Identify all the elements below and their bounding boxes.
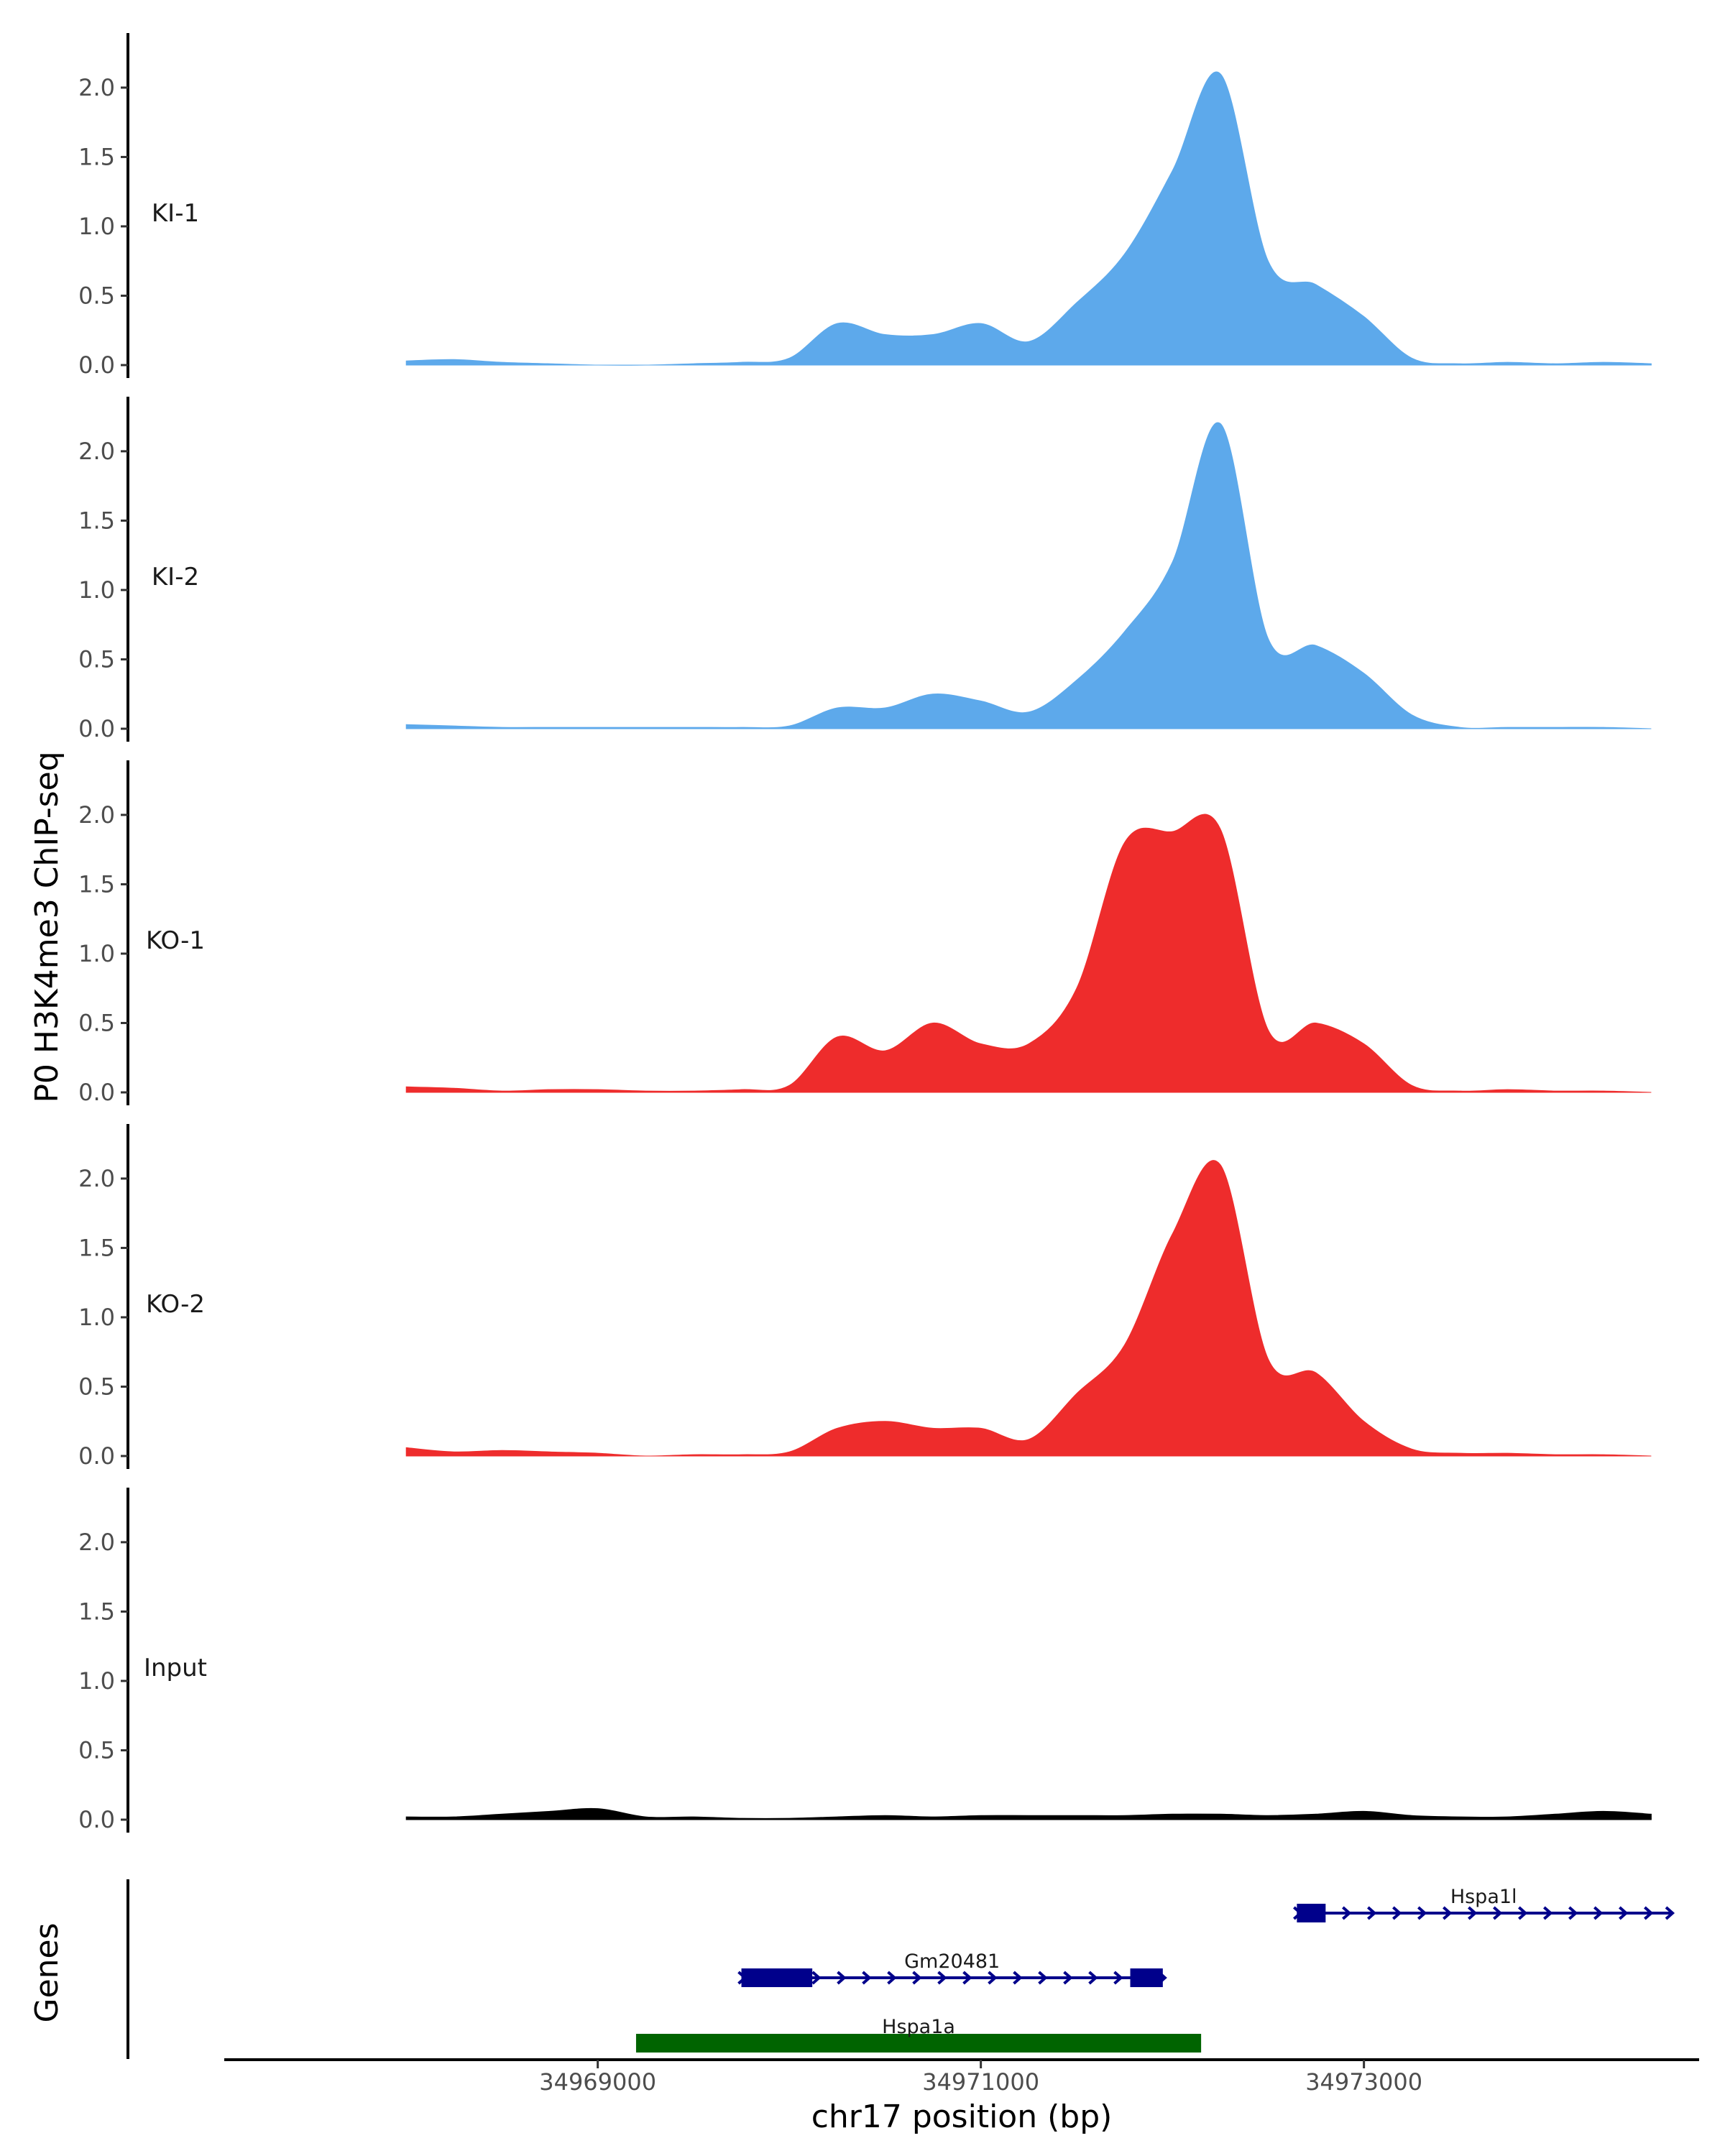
y-tick-label: 1.0: [78, 1667, 115, 1695]
strand-arrow-icon: [837, 1971, 847, 1985]
strand-arrow-icon: [1367, 1906, 1377, 1920]
track-ki-1: 0.0 0.5 1.0 1.5 2.0 KI-1: [78, 33, 1652, 379]
y-tick-label: 0.5: [78, 1373, 115, 1400]
strand-arrow-icon: [1013, 1971, 1023, 1985]
gene-exon: [1297, 1904, 1326, 1922]
strand-arrow-icon: [1493, 1906, 1503, 1920]
strand-arrow-icon: [811, 1971, 822, 1985]
strand-arrow-icon: [1543, 1906, 1553, 1920]
strand-arrow-icon: [1417, 1906, 1427, 1920]
y-tick-label: 2.0: [78, 1165, 115, 1192]
y-tick-label: 0.5: [78, 282, 115, 309]
signal-area-ko-2: [405, 1160, 1652, 1457]
signal-area-input: [405, 1807, 1652, 1820]
strand-arrow-icon: [1038, 1971, 1048, 1985]
gene-hspa1l: Hspa1l: [1293, 1886, 1675, 1922]
y-tick-label: 0.0: [78, 1442, 115, 1470]
track-label: KI-1: [152, 199, 199, 228]
track-label: KO-2: [146, 1290, 205, 1319]
track-label: KI-2: [152, 563, 199, 591]
gene-label: Hspa1l: [1450, 1886, 1517, 1908]
y-tick-label: 0.0: [78, 715, 115, 742]
strand-arrow-icon: [1468, 1906, 1478, 1920]
gene-exon: [1130, 1968, 1163, 1987]
y-tick-label: 1.5: [78, 507, 115, 534]
signal-area-ki-2: [405, 422, 1652, 729]
gene-hspa1a: Hspa1a: [635, 2016, 1202, 2053]
genes-panel: Hspa1l Gm20481 Hspa1a: [126, 1879, 1675, 2059]
y-tick-label: 0.0: [78, 1079, 115, 1106]
strand-arrow-icon: [862, 1971, 872, 1985]
strand-arrow-icon: [1568, 1906, 1578, 1920]
y-axis-title: P0 H3K4me3 ChIP-seq: [29, 751, 65, 1102]
strand-arrow-icon: [1593, 1906, 1604, 1920]
track-ki-2: 0.0 0.5 1.0 1.5 2.0 KI-2: [78, 397, 1652, 742]
y-tick-label: 0.5: [78, 1736, 115, 1764]
gene-exon: [635, 2034, 1202, 2053]
y-tick-label: 2.0: [78, 801, 115, 829]
strand-arrow-icon: [1342, 1906, 1352, 1920]
y-tick-label: 0.5: [78, 645, 115, 673]
y-tick-label: 1.5: [78, 1234, 115, 1261]
track-label: Input: [144, 1654, 207, 1682]
x-tick-label: 34969000: [539, 2068, 656, 2096]
strand-arrow-icon: [1088, 1971, 1098, 1985]
track-input: 0.0 0.5 1.0 1.5 2.0 Input: [78, 1488, 1652, 1833]
strand-arrow-icon: [887, 1971, 897, 1985]
gene-label: Gm20481: [904, 1950, 1000, 1973]
strand-arrow-icon: [962, 1971, 972, 1985]
y-tick-label: 1.5: [78, 1598, 115, 1625]
strand-arrow-icon: [912, 1971, 922, 1985]
signal-area-ko-1: [405, 814, 1652, 1093]
gene-exon: [741, 1968, 813, 1987]
track-ko-1: 0.0 0.5 1.0 1.5 2.0 KO-1: [78, 760, 1652, 1106]
y-tick-label: 1.5: [78, 870, 115, 898]
y-tick-label: 0.5: [78, 1009, 115, 1036]
strand-arrow-icon: [988, 1971, 998, 1985]
y-tick-label: 1.0: [78, 940, 115, 967]
x-tick-label: 34973000: [1305, 2068, 1422, 2096]
x-axis: 34969000 34971000 34973000: [224, 2058, 1699, 2096]
y-tick-label: 1.0: [78, 213, 115, 240]
strand-arrow-icon: [1619, 1906, 1629, 1920]
strand-arrow-icon: [1443, 1906, 1453, 1920]
signal-area-ki-1: [405, 71, 1652, 366]
x-axis-title: chr17 position (bp): [811, 2099, 1113, 2135]
genes-axis-title: Genes: [29, 1922, 65, 2022]
gene-gm20481: Gm20481: [737, 1950, 1167, 1987]
strand-arrow-icon: [1113, 1971, 1123, 1985]
strand-arrow-icon: [1392, 1906, 1402, 1920]
y-tick-label: 1.0: [78, 576, 115, 604]
y-tick-label: 1.5: [78, 143, 115, 170]
x-tick-label: 34971000: [922, 2068, 1039, 2096]
y-tick-label: 2.0: [78, 74, 115, 101]
strand-arrow-icon: [1518, 1906, 1528, 1920]
y-tick-label: 2.0: [78, 1529, 115, 1556]
y-tick-label: 2.0: [78, 438, 115, 465]
strand-arrow-icon: [1063, 1971, 1073, 1985]
strand-arrow-icon: [1665, 1906, 1675, 1920]
track-label: KO-1: [146, 926, 205, 955]
signal-tracks: 0.00.51.01.52.0KI-10.00.51.01.52.0KI-20.…: [78, 33, 1652, 1833]
y-tick-label: 1.0: [78, 1304, 115, 1331]
y-tick-label: 0.0: [78, 351, 115, 379]
y-tick-label: 0.0: [78, 1806, 115, 1833]
strand-arrow-icon: [1644, 1906, 1654, 1920]
track-ko-2: 0.0 0.5 1.0 1.5 2.0 KO-2: [78, 1124, 1652, 1470]
gene-label: Hspa1a: [882, 2016, 955, 2038]
strand-arrow-icon: [937, 1971, 947, 1985]
